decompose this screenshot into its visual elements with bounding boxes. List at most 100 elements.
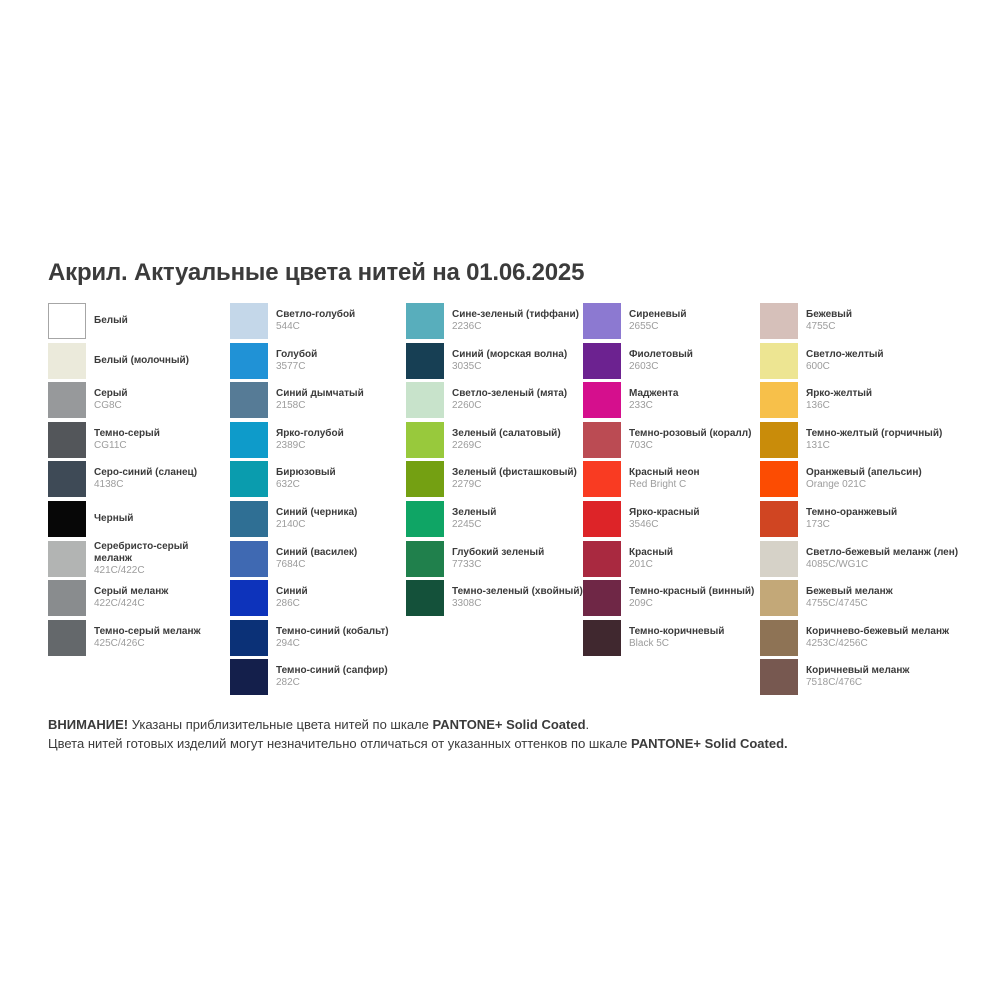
color-row: Маджента 233C <box>583 382 779 419</box>
color-code: 2269C <box>452 439 482 451</box>
color-name: Светло-бежевый меланж (лен) <box>806 546 959 558</box>
color-code: 703C <box>629 439 653 451</box>
color-row: Черный <box>48 500 206 537</box>
color-column: Светло-голубой 544C Голубой 3577C Синий дымч… <box>230 303 426 699</box>
color-code: 2236C <box>452 321 482 332</box>
color-name: Коричнево-бежевый меланж <box>806 625 950 637</box>
color-swatch <box>406 500 444 537</box>
color-row: Серебристо-серый меланж 421C/422C <box>48 540 206 577</box>
color-row: Ярко-красный 3546C <box>583 500 779 537</box>
color-swatch <box>230 580 268 617</box>
color-swatch <box>760 619 798 656</box>
color-row: Красный 201C <box>583 540 779 577</box>
color-name: Темно-зеленый (хвойный) <box>452 586 583 598</box>
color-swatch <box>406 580 444 617</box>
color-labels: Белый <box>94 315 206 327</box>
color-code: 2260C <box>452 400 482 412</box>
color-code: 425C/426C <box>94 637 145 649</box>
color-name: Темно-синий (кобальт) <box>276 625 389 637</box>
color-code: 4253C/4256C <box>806 637 868 649</box>
color-labels: Красный неон Red Bright C <box>629 467 779 491</box>
color-swatch <box>48 619 86 656</box>
color-row: Фиолетовый 2603C <box>583 342 779 379</box>
color-row: Красный неон Red Bright C <box>583 461 779 498</box>
color-labels: Ярко-красный 3546C <box>629 507 779 531</box>
color-name: Зеленый (фисташковый) <box>452 467 577 479</box>
color-row: Темно-серый CG11C <box>48 421 206 458</box>
color-row: Серый CG8C <box>48 382 206 419</box>
color-name: Фиолетовый <box>629 348 693 360</box>
color-column: Сине-зеленый (тиффани) 2236C Синий (морска… <box>406 303 592 620</box>
color-labels: Коричнево-бежевый меланж 4253C/4256C <box>806 626 991 650</box>
color-row: Сиреневый 2655C <box>583 303 779 339</box>
color-swatch <box>760 342 798 379</box>
color-name: Темно-коричневый <box>629 625 725 637</box>
color-name: Красный <box>629 546 674 558</box>
color-name: Светло-желтый <box>806 348 884 360</box>
color-row: Бирюзовый 632C <box>230 461 426 498</box>
color-row: Светло-зеленый (мята) 2260C <box>406 382 592 419</box>
color-code: 7518C/476C <box>806 677 863 689</box>
color-row: Зеленый 2245C <box>406 500 592 537</box>
color-name: Синий дымчатый <box>276 388 364 400</box>
color-labels: Светло-голубой 544C <box>276 309 426 333</box>
color-swatch <box>48 382 86 419</box>
color-code: 2603C <box>629 360 659 372</box>
page-title: Акрил. Актуальные цвета нитей на 01.06.2… <box>48 259 585 287</box>
color-code: 233C <box>629 400 653 412</box>
color-name: Оранжевый (апельсин) <box>806 467 922 479</box>
color-labels: Синий (морская волна) 3035C <box>452 349 592 373</box>
color-labels: Темно-синий (кобальт) 294C <box>276 626 426 650</box>
color-name: Бежевый <box>806 309 852 320</box>
color-swatch <box>48 303 86 339</box>
color-row: Темно-серый меланж 425C/426C <box>48 619 206 656</box>
color-name: Синий (морская волна) <box>452 348 568 360</box>
color-name: Ярко-красный <box>629 506 700 518</box>
color-swatch <box>760 461 798 498</box>
color-code: 7684C <box>276 558 306 570</box>
color-swatch <box>760 580 798 617</box>
color-name: Светло-голубой <box>276 309 356 320</box>
color-labels: Зеленый 2245C <box>452 507 592 531</box>
color-labels: Светло-желтый 600C <box>806 349 991 373</box>
color-swatch <box>48 580 86 617</box>
color-swatch <box>760 382 798 419</box>
color-swatch <box>760 421 798 458</box>
color-name: Темно-синий (сапфир) <box>276 665 388 677</box>
color-labels: Черный <box>94 513 206 525</box>
color-name: Синий <box>276 586 308 598</box>
color-code: 173C <box>806 518 830 530</box>
color-swatch <box>583 303 621 339</box>
color-code: 4755C/4745C <box>806 598 868 610</box>
color-name: Ярко-голубой <box>276 427 344 439</box>
color-swatch <box>230 421 268 458</box>
color-row: Бежевый 4755C <box>760 303 991 339</box>
color-labels: Бежевый 4755C <box>806 309 991 333</box>
color-swatch <box>230 303 268 339</box>
color-labels: Зеленый (салатовый) 2269C <box>452 428 592 452</box>
color-row: Ярко-голубой 2389C <box>230 421 426 458</box>
color-labels: Сине-зеленый (тиффани) 2236C <box>452 309 592 333</box>
color-name: Серо-синий (сланец) <box>94 467 198 479</box>
color-labels: Ярко-голубой 2389C <box>276 428 426 452</box>
color-code: 4085C/WG1C <box>806 558 869 570</box>
color-labels: Красный 201C <box>629 547 779 571</box>
color-swatch <box>230 540 268 577</box>
color-row: Оранжевый (апельсин) Orange 021C <box>760 461 991 498</box>
color-code: CG8C <box>94 400 122 412</box>
color-row: Темно-розовый (коралл) 703C <box>583 421 779 458</box>
color-labels: Темно-серый CG11C <box>94 428 206 452</box>
color-swatch <box>230 659 268 696</box>
color-code: CG11C <box>94 439 127 451</box>
color-row: Глубокий зеленый 7733C <box>406 540 592 577</box>
color-swatch <box>230 342 268 379</box>
color-swatch <box>583 540 621 577</box>
color-labels: Голубой 3577C <box>276 349 426 373</box>
color-swatch <box>583 461 621 498</box>
color-name: Темно-оранжевый <box>806 506 898 518</box>
color-name: Голубой <box>276 348 318 360</box>
color-row: Синий 286C <box>230 580 426 617</box>
color-code: 209C <box>629 598 653 610</box>
color-labels: Темно-синий (сапфир) 282C <box>276 665 426 689</box>
